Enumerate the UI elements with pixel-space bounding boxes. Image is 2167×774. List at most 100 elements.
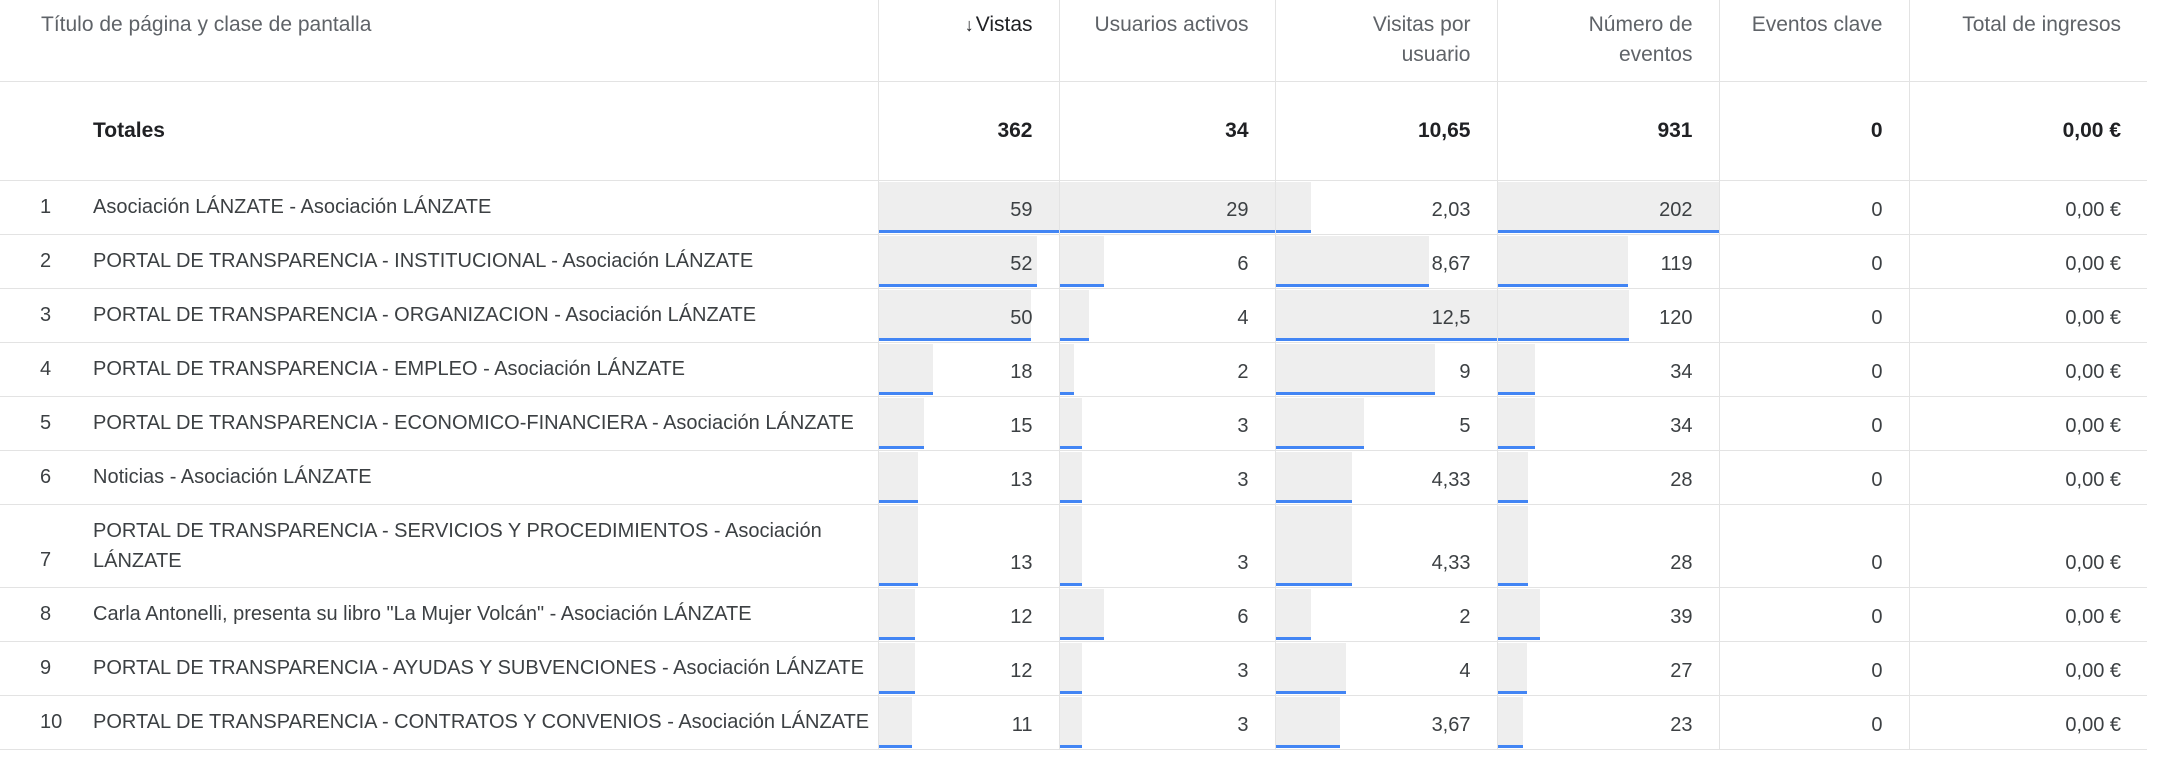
row-event-count-bar	[1497, 235, 1628, 287]
row-total-revenue: 0,00 €	[1908, 342, 2147, 397]
table-row[interactable]: 2 PORTAL DE TRANSPARENCIA - INSTITUCIONAL…	[0, 234, 2147, 289]
row-index: 9	[40, 657, 52, 679]
column-header-event-count[interactable]: Número de eventos	[1496, 0, 1719, 82]
table-row[interactable]: 4 PORTAL DE TRANSPARENCIA - EMPLEO - Asoc…	[0, 342, 2147, 397]
column-header-views[interactable]: ↓Vistas	[877, 0, 1059, 82]
row-total-revenue: 0,00 €	[1908, 450, 2147, 505]
row-event-count-bar	[1497, 588, 1541, 640]
column-header-total-revenue[interactable]: Total de ingresos	[1908, 0, 2147, 82]
row-views-per-user-cell: 4	[1274, 641, 1497, 696]
row-page-title-cell[interactable]: 1 Asociación LÁNZATE - Asociación LÁNZATE	[0, 180, 878, 235]
row-page-title[interactable]: PORTAL DE TRANSPARENCIA - SERVICIOS Y PR…	[93, 519, 822, 572]
row-key-events: 0	[1718, 234, 1909, 289]
column-header-label: Vistas	[975, 13, 1033, 36]
row-active-users-cell: 3	[1058, 450, 1275, 505]
row-total-revenue: 0,00 €	[1908, 587, 2147, 642]
table-row[interactable]: 3 PORTAL DE TRANSPARENCIA - ORGANIZACION …	[0, 288, 2147, 343]
row-views-cell: 50	[877, 288, 1059, 343]
totals-views: 362	[877, 81, 1059, 181]
row-page-title-cell[interactable]: 7 PORTAL DE TRANSPARENCIA - SERVICIOS Y P…	[0, 504, 878, 588]
row-page-title-cell[interactable]: 3 PORTAL DE TRANSPARENCIA - ORGANIZACION …	[0, 288, 878, 343]
row-page-title[interactable]: PORTAL DE TRANSPARENCIA - EMPLEO - Asoci…	[93, 358, 686, 380]
row-views-per-user-cell: 12,5	[1274, 288, 1497, 343]
row-views-bar	[878, 181, 1059, 233]
row-views-value: 15	[1010, 414, 1033, 437]
row-views-value: 59	[1010, 198, 1033, 221]
row-event-count-bar	[1497, 397, 1535, 449]
column-header-active-users[interactable]: Usuarios activos	[1058, 0, 1275, 82]
row-page-title[interactable]: PORTAL DE TRANSPARENCIA - AYUDAS Y SUBVE…	[93, 657, 864, 679]
row-views-per-user-value: 8,67	[1431, 252, 1471, 275]
row-page-title-cell[interactable]: 6 Noticias - Asociación LÁNZATE	[0, 450, 878, 505]
row-page-title-cell[interactable]: 10 PORTAL DE TRANSPARENCIA - CONTRATOS Y …	[0, 695, 878, 750]
row-index: 7	[40, 548, 52, 571]
column-header-label: Total de ingresos	[1962, 13, 2121, 36]
row-index: 5	[40, 412, 52, 434]
row-active-users-bar	[1059, 397, 1082, 449]
row-total-revenue: 0,00 €	[1908, 695, 2147, 750]
table-row[interactable]: 5 PORTAL DE TRANSPARENCIA - ECONOMICO-FIN…	[0, 396, 2147, 451]
row-event-count-cell: 119	[1496, 234, 1719, 289]
row-event-count-cell: 202	[1496, 180, 1719, 235]
row-page-title[interactable]: PORTAL DE TRANSPARENCIA - CONTRATOS Y CO…	[93, 711, 870, 733]
totals-views-per-user: 10,65	[1274, 81, 1497, 181]
table-row[interactable]: 8 Carla Antonelli, presenta su libro "La …	[0, 587, 2147, 642]
row-page-title[interactable]: PORTAL DE TRANSPARENCIA - INSTITUCIONAL …	[93, 250, 754, 272]
row-views-per-user-cell: 4,33	[1274, 450, 1497, 505]
row-views-per-user-value: 2,03	[1431, 198, 1471, 221]
row-views-per-user-cell: 5	[1274, 396, 1497, 451]
row-page-title-cell[interactable]: 2 PORTAL DE TRANSPARENCIA - INSTITUCIONAL…	[0, 234, 878, 289]
table-row[interactable]: 9 PORTAL DE TRANSPARENCIA - AYUDAS Y SUBV…	[0, 641, 2147, 696]
column-header-page-title[interactable]: Título de página y clase de pantalla	[0, 0, 878, 82]
row-event-count-bar	[1497, 289, 1629, 341]
row-total-revenue: 0,00 €	[1908, 288, 2147, 343]
row-page-title-cell[interactable]: 8 Carla Antonelli, presenta su libro "La …	[0, 587, 878, 642]
row-index: 8	[40, 603, 52, 625]
row-event-count-value: 34	[1670, 414, 1693, 437]
column-header-key-events[interactable]: Eventos clave	[1718, 0, 1909, 82]
row-views-per-user-cell: 2	[1274, 587, 1497, 642]
row-views-per-user-bar	[1275, 235, 1429, 287]
row-event-count-value: 39	[1670, 605, 1693, 628]
row-page-title[interactable]: Carla Antonelli, presenta su libro "La M…	[93, 603, 752, 625]
row-page-title[interactable]: PORTAL DE TRANSPARENCIA - ORGANIZACION -…	[93, 304, 757, 326]
row-views-cell: 59	[877, 180, 1059, 235]
row-active-users-cell: 3	[1058, 396, 1275, 451]
row-active-users-bar	[1059, 451, 1082, 503]
row-total-revenue: 0,00 €	[1908, 641, 2147, 696]
sort-descending-arrow-icon[interactable]: ↓	[964, 15, 974, 35]
row-page-title[interactable]: PORTAL DE TRANSPARENCIA - ECONOMICO-FINA…	[93, 412, 854, 434]
row-views-per-user-bar	[1275, 696, 1341, 748]
row-page-title-cell[interactable]: 5 PORTAL DE TRANSPARENCIA - ECONOMICO-FIN…	[0, 396, 878, 451]
row-active-users-bar	[1059, 696, 1082, 748]
table-row[interactable]: 1 Asociación LÁNZATE - Asociación LÁNZATE…	[0, 180, 2147, 235]
row-views-value: 18	[1010, 360, 1033, 383]
row-views-bar	[878, 451, 919, 503]
row-key-events: 0	[1718, 695, 1909, 750]
row-views-per-user-bar	[1275, 588, 1311, 640]
table-row[interactable]: 7 PORTAL DE TRANSPARENCIA - SERVICIOS Y P…	[0, 504, 2147, 588]
row-active-users-cell: 3	[1058, 641, 1275, 696]
column-header-views-per-user[interactable]: Visitas por usuario	[1274, 0, 1497, 82]
row-index: 1	[40, 196, 52, 218]
column-header-label-line1: Visitas por	[1372, 13, 1471, 36]
row-total-revenue: 0,00 €	[1908, 504, 2147, 588]
row-views-per-user-value: 9	[1459, 360, 1471, 383]
row-page-title[interactable]: Asociación LÁNZATE - Asociación LÁNZATE	[93, 196, 492, 218]
row-views-bar	[878, 235, 1038, 287]
table-row[interactable]: 10 PORTAL DE TRANSPARENCIA - CONTRATOS Y …	[0, 695, 2147, 750]
row-active-users-value: 6	[1237, 605, 1249, 628]
row-views-cell: 15	[877, 396, 1059, 451]
row-event-count-cell: 120	[1496, 288, 1719, 343]
row-index: 4	[40, 358, 52, 380]
row-views-per-user-cell: 9	[1274, 342, 1497, 397]
row-page-title-cell[interactable]: 4 PORTAL DE TRANSPARENCIA - EMPLEO - Asoc…	[0, 342, 878, 397]
row-active-users-value: 29	[1226, 198, 1249, 221]
row-page-title[interactable]: Noticias - Asociación LÁNZATE	[93, 466, 372, 488]
totals-row: Totales 362 34 10,65 931 0 0,00 €	[0, 81, 2147, 181]
table-row[interactable]: 6 Noticias - Asociación LÁNZATE 13 3 4,33 28 0…	[0, 450, 2147, 505]
row-views-value: 11	[1011, 713, 1033, 736]
row-views-per-user-bar	[1275, 289, 1497, 341]
row-page-title-cell[interactable]: 9 PORTAL DE TRANSPARENCIA - AYUDAS Y SUBV…	[0, 641, 878, 696]
column-header-label: Eventos clave	[1751, 13, 1883, 36]
